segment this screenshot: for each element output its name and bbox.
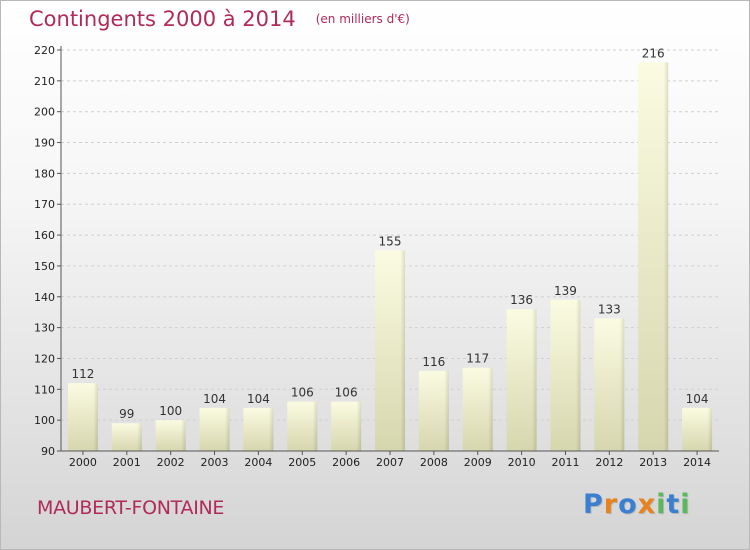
data-label: 106 xyxy=(335,386,358,400)
brand-logo: Proxiti xyxy=(583,489,691,520)
x-tick-label: 2003 xyxy=(201,456,229,469)
title-row: Contingents 2000 à 2014 (en milliers d'€) xyxy=(29,7,410,31)
y-tick-label: 200 xyxy=(34,106,55,119)
x-tick-label: 2013 xyxy=(639,456,667,469)
y-tick-label: 150 xyxy=(34,260,55,273)
y-tick-label: 210 xyxy=(34,75,55,88)
bar-shade xyxy=(550,299,581,451)
y-tick-label: 100 xyxy=(34,414,55,427)
y-tick-label: 110 xyxy=(34,383,55,396)
bar-shade xyxy=(375,250,405,451)
bar-shade xyxy=(287,401,318,451)
brand-letter: x xyxy=(637,489,657,520)
bar-shade xyxy=(199,407,230,451)
brand-letter: t xyxy=(666,489,681,520)
y-tick-label: 170 xyxy=(34,198,55,211)
data-label: 136 xyxy=(510,293,533,307)
y-tick-label: 120 xyxy=(34,352,55,365)
data-label: 104 xyxy=(203,392,226,406)
brand-letter: r xyxy=(603,489,619,520)
x-tick-label: 2010 xyxy=(508,456,536,469)
x-tick-label: 2004 xyxy=(244,456,272,469)
x-tick-label: 2000 xyxy=(69,456,97,469)
x-tick-label: 2007 xyxy=(376,456,404,469)
data-label: 104 xyxy=(247,392,270,406)
brand-letter: i xyxy=(656,489,667,520)
y-tick-label: 180 xyxy=(34,167,55,180)
x-tick-label: 2006 xyxy=(332,456,360,469)
chart-title: Contingents 2000 à 2014 xyxy=(29,7,296,31)
x-tick-label: 2005 xyxy=(288,456,316,469)
bar-shade xyxy=(682,407,713,451)
bar-shade xyxy=(462,367,493,451)
bar-shade xyxy=(155,420,186,451)
data-label: 100 xyxy=(159,404,182,418)
brand-letter: i xyxy=(680,489,691,520)
chart-subtitle: (en milliers d'€) xyxy=(315,12,410,26)
data-label: 104 xyxy=(686,392,709,406)
brand-letter: o xyxy=(618,489,638,520)
location-label: MAUBERT-FONTAINE xyxy=(37,497,225,519)
data-label: 106 xyxy=(291,386,314,400)
bar-shade xyxy=(506,309,537,451)
bar-shade xyxy=(331,401,362,451)
x-tick-label: 2011 xyxy=(551,456,579,469)
brand-letter: P xyxy=(583,489,604,520)
data-label: 116 xyxy=(422,355,445,369)
y-tick-label: 90 xyxy=(41,445,55,458)
x-tick-label: 2002 xyxy=(157,456,185,469)
bar-shade xyxy=(638,62,669,451)
bar-shade xyxy=(67,383,98,451)
data-label: 155 xyxy=(379,235,402,249)
y-tick-label: 130 xyxy=(34,322,55,335)
bar-shade xyxy=(418,370,449,451)
x-tick-label: 2009 xyxy=(464,456,492,469)
data-label: 216 xyxy=(642,46,665,60)
data-label: 133 xyxy=(598,302,621,316)
y-tick-label: 220 xyxy=(34,44,55,57)
x-tick-label: 2014 xyxy=(683,456,711,469)
y-tick-label: 190 xyxy=(34,137,55,150)
bar-shade xyxy=(594,318,625,451)
data-label: 139 xyxy=(554,284,577,298)
data-label: 117 xyxy=(466,352,489,366)
x-tick-label: 2001 xyxy=(113,456,141,469)
data-label: 112 xyxy=(71,367,94,381)
y-tick-label: 160 xyxy=(34,229,55,242)
x-tick-label: 2008 xyxy=(420,456,448,469)
y-tick-label: 140 xyxy=(34,291,55,304)
x-tick-label: 2012 xyxy=(595,456,623,469)
bar-shade xyxy=(243,407,274,451)
data-label: 99 xyxy=(119,407,134,421)
bar-shade xyxy=(111,423,142,451)
